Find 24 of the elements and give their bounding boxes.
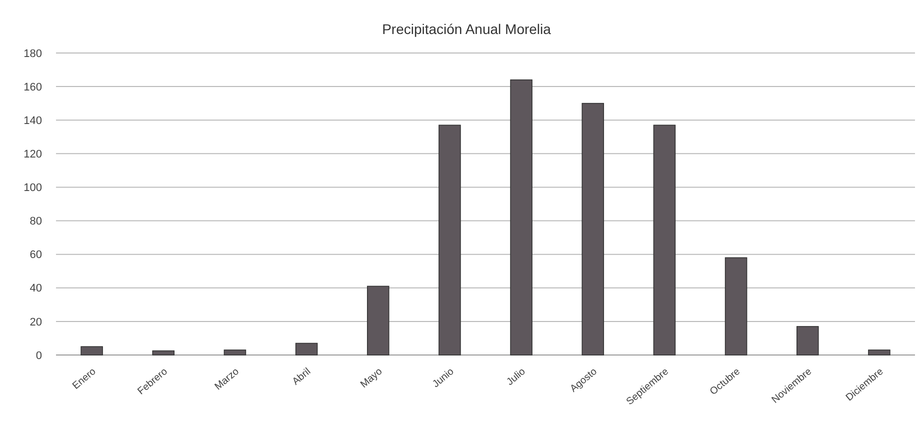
y-tick-label: 60 <box>30 249 42 262</box>
bar <box>438 124 461 356</box>
bar <box>295 342 318 356</box>
bar <box>224 350 246 356</box>
bar <box>724 257 748 356</box>
y-tick-label: 0 <box>36 350 42 362</box>
x-tick-label: Julio <box>504 366 528 388</box>
bar <box>796 326 819 356</box>
y-tick-label: 20 <box>30 316 42 328</box>
y-tick-label: 180 <box>24 48 42 60</box>
y-tick-label: 160 <box>24 81 42 94</box>
chart-title: Precipitación Anual Morelia <box>382 21 552 37</box>
bar <box>653 124 676 356</box>
bar <box>366 286 390 356</box>
bar <box>80 346 103 356</box>
bar <box>582 102 604 356</box>
bar <box>152 350 175 356</box>
y-tick-label: 80 <box>30 216 42 228</box>
y-tick-label: 40 <box>30 282 42 295</box>
bar <box>868 350 890 356</box>
y-tick-label: 120 <box>24 148 42 161</box>
bar <box>510 79 532 356</box>
y-tick-label: 140 <box>24 114 42 127</box>
y-tick-label: 100 <box>24 182 42 194</box>
